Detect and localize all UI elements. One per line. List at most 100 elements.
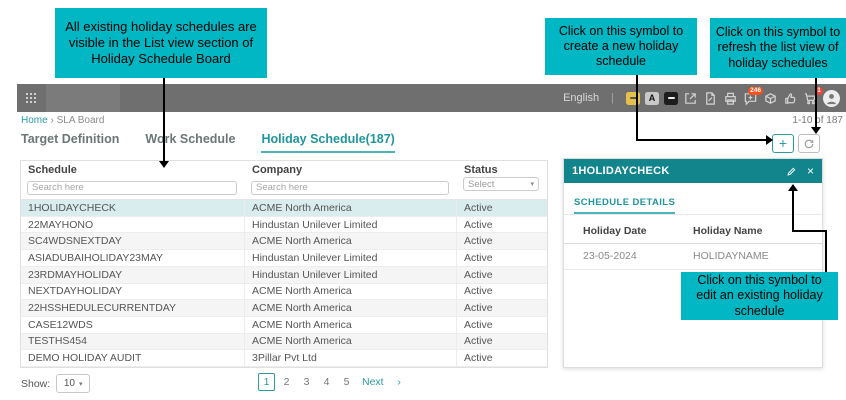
cell-company: Hindustan Unilever Limited <box>245 216 457 233</box>
refresh-list-button[interactable] <box>798 134 820 153</box>
cell-company: 3Pillar Pvt Ltd <box>245 350 457 367</box>
cell-status: Active <box>464 335 493 348</box>
topbar-divider: | <box>611 92 614 104</box>
cell-schedule: DEMO HOLIDAY AUDIT <box>21 350 245 367</box>
panel-table-header: Holiday Date Holiday Name <box>564 225 822 244</box>
page-size-select[interactable]: 10 ▾ <box>56 374 91 393</box>
column-header-status[interactable]: Status <box>464 164 498 176</box>
page-button-2[interactable]: 2 <box>278 373 295 391</box>
document-edit-icon[interactable] <box>703 91 718 106</box>
table-filter-row: Select ▾ <box>21 177 547 200</box>
arrow-list-view-line <box>163 78 165 162</box>
schedule-detail-panel: 1HOLIDAYCHECK × SCHEDULE DETAILS Holiday… <box>563 158 823 368</box>
close-panel-button[interactable]: × <box>806 164 814 178</box>
table-row[interactable]: 1HOLIDAYCHECK ACME North America Active <box>21 200 547 217</box>
panel-title: 1HOLIDAYCHECK <box>572 165 670 177</box>
table-row[interactable]: DEMO HOLIDAY AUDIT 3Pillar Pvt Ltd Activ… <box>21 350 547 368</box>
panel-header: 1HOLIDAYCHECK × <box>564 159 822 183</box>
column-header-schedule[interactable]: Schedule <box>28 164 77 176</box>
cell-status: Active <box>464 251 493 264</box>
cell-status: Active <box>464 285 493 298</box>
cell-status: Active <box>464 235 493 248</box>
cell-status: Active <box>464 302 493 315</box>
next-page-button[interactable]: Next <box>358 373 388 391</box>
package-icon[interactable] <box>763 91 778 106</box>
refresh-icon <box>804 139 814 148</box>
status-filter-value: Select <box>468 178 495 190</box>
chat-icon[interactable]: 246 <box>743 86 763 106</box>
callout-list-view: All existing holiday schedules are visib… <box>55 8 267 78</box>
table-row[interactable]: CASE12WDS ACME North America Active <box>21 316 547 334</box>
tab-target-definition[interactable]: Target Definition <box>21 132 120 146</box>
arrow-create-line-v <box>636 75 638 141</box>
avatar-icon[interactable] <box>823 89 840 107</box>
breadcrumb: Home › SLA Board <box>21 115 104 126</box>
table-row[interactable]: NEXTDAYHOLIDAY ACME North America Active <box>21 283 547 301</box>
page-size-group: Show: 10 ▾ <box>21 374 91 393</box>
cell-schedule: TESTHS454 <box>21 333 245 350</box>
cell-status: Active <box>464 218 493 231</box>
next-page-arrow[interactable]: › <box>390 373 408 391</box>
cell-schedule: 22HSSHEDULECURRENTDAY <box>21 300 245 316</box>
column-header-company[interactable]: Company <box>252 164 303 176</box>
cell-company: ACME North America <box>245 233 457 250</box>
panel-column-holiday-name: Holiday Name <box>693 225 763 237</box>
page-button-3[interactable]: 3 <box>298 373 315 391</box>
status-filter-select[interactable]: Select ▾ <box>463 177 539 191</box>
chevron-down-icon: ▾ <box>78 380 83 388</box>
letter-a-icon[interactable]: A <box>645 91 659 105</box>
table-row[interactable]: ASIADUBAIHOLIDAY23MAY Hindustan Unilever… <box>21 250 547 267</box>
table-row[interactable]: 22HSSHEDULECURRENTDAY ACME North America… <box>21 300 547 317</box>
chat-badge: 246 <box>748 86 763 95</box>
external-link-icon[interactable] <box>683 91 698 106</box>
brand-logo <box>46 84 120 112</box>
cart-icon[interactable]: 1 <box>803 86 823 106</box>
card-dark-icon[interactable] <box>664 91 678 105</box>
arrow-refresh-head <box>811 127 821 134</box>
breadcrumb-home-link[interactable]: Home <box>21 115 48 126</box>
panel-column-holiday-date: Holiday Date <box>583 225 647 237</box>
show-label: Show: <box>21 377 51 390</box>
cart-badge: 1 <box>815 86 823 95</box>
cell-company: ACME North America <box>245 316 457 333</box>
panel-tabs: SCHEDULE DETAILS <box>564 183 822 215</box>
callout-create: Click on this symbol to create a new hol… <box>545 18 697 75</box>
schedule-search-input[interactable] <box>27 180 237 195</box>
language-selector[interactable]: English <box>563 92 600 104</box>
chevron-down-icon: ▾ <box>530 181 534 188</box>
table-header-row: Schedule Company Status <box>21 161 547 177</box>
cell-status: Active <box>464 352 493 365</box>
company-search-input[interactable] <box>251 180 449 195</box>
topbar: English | A <box>17 84 846 112</box>
callout-refresh: Click on this symbol to refresh the list… <box>710 18 846 78</box>
add-holiday-schedule-button[interactable]: + <box>772 134 794 153</box>
breadcrumb-current: SLA Board <box>56 115 105 126</box>
tab-holiday-schedule[interactable]: Holiday Schedule(187) <box>261 132 395 153</box>
cell-company: Hindustan Unilever Limited <box>245 266 457 283</box>
table-row[interactable]: SC4WDSNEXTDAY ACME North America Active <box>21 233 547 251</box>
page-button-5[interactable]: 5 <box>338 373 355 391</box>
tab-schedule-details[interactable]: SCHEDULE DETAILS <box>574 197 676 214</box>
cell-schedule: 22MAYHONO <box>21 216 245 233</box>
table-row[interactable]: TESTHS454 ACME North America Active <box>21 333 547 351</box>
table-row[interactable]: 23RDMAYHOLIDAY Hindustan Unilever Limite… <box>21 266 547 284</box>
page-button-1[interactable]: 1 <box>258 373 275 391</box>
edit-schedule-button[interactable] <box>786 166 797 177</box>
cell-schedule: ASIADUBAIHOLIDAY23MAY <box>21 250 245 266</box>
cell-status: Active <box>464 268 493 281</box>
cell-company: ACME North America <box>245 200 457 216</box>
tab-work-schedule[interactable]: Work Schedule <box>145 132 236 146</box>
apps-grid-icon[interactable] <box>26 93 36 103</box>
page-button-4[interactable]: 4 <box>318 373 335 391</box>
cell-status: Active <box>464 318 493 331</box>
cell-company: ACME North America <box>245 333 457 350</box>
cell-schedule: 23RDMAYHOLIDAY <box>21 266 245 283</box>
arrow-edit-head <box>788 184 798 191</box>
printer-icon[interactable] <box>723 91 738 106</box>
callout-edit: Click on this symbol to edit an existing… <box>681 272 838 320</box>
thumbs-up-icon[interactable] <box>783 91 798 106</box>
arrow-create-head <box>766 135 773 145</box>
pencil-icon <box>787 167 796 176</box>
table-row[interactable]: 22MAYHONO Hindustan Unilever Limited Act… <box>21 216 547 234</box>
